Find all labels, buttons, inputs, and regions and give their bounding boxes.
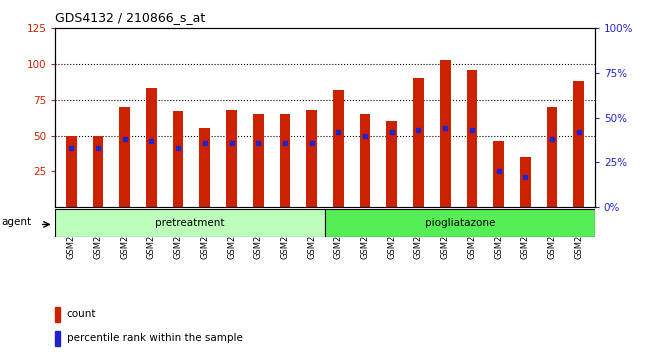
Point <box>120 136 130 142</box>
Bar <box>573 81 584 207</box>
Bar <box>547 107 557 207</box>
Bar <box>173 111 183 207</box>
Bar <box>306 110 317 207</box>
Point <box>360 133 370 138</box>
Text: GDS4132 / 210866_s_at: GDS4132 / 210866_s_at <box>55 11 205 24</box>
Point <box>306 140 317 145</box>
Point <box>440 126 450 131</box>
Bar <box>467 70 477 207</box>
Point <box>387 129 397 135</box>
Text: percentile rank within the sample: percentile rank within the sample <box>67 333 242 343</box>
Bar <box>520 157 530 207</box>
Bar <box>120 107 130 207</box>
Text: agent: agent <box>1 217 31 227</box>
Bar <box>359 114 370 207</box>
Bar <box>493 141 504 207</box>
Point <box>146 138 157 144</box>
Bar <box>55 209 325 237</box>
Bar <box>200 129 210 207</box>
Point <box>467 127 477 133</box>
Text: pretreatment: pretreatment <box>155 218 225 228</box>
Bar <box>280 114 291 207</box>
Bar <box>325 209 595 237</box>
Point <box>547 136 557 142</box>
Bar <box>146 88 157 207</box>
Text: piogliatazone: piogliatazone <box>424 218 495 228</box>
Point <box>200 140 210 145</box>
Bar <box>387 121 397 207</box>
Bar <box>93 136 103 207</box>
Bar <box>253 114 263 207</box>
Point <box>253 140 263 145</box>
Point <box>66 145 77 151</box>
Point <box>520 174 530 179</box>
Point <box>173 145 183 151</box>
Text: count: count <box>67 309 96 319</box>
Point <box>333 129 344 135</box>
Bar <box>440 60 450 207</box>
Bar <box>333 90 344 207</box>
Point <box>280 140 290 145</box>
Point <box>413 127 424 133</box>
Bar <box>226 110 237 207</box>
Point <box>226 140 237 145</box>
Bar <box>55 307 60 322</box>
Bar <box>66 136 77 207</box>
Bar <box>55 331 60 346</box>
Point <box>93 145 103 151</box>
Point <box>573 129 584 135</box>
Bar <box>413 78 424 207</box>
Point <box>493 169 504 174</box>
